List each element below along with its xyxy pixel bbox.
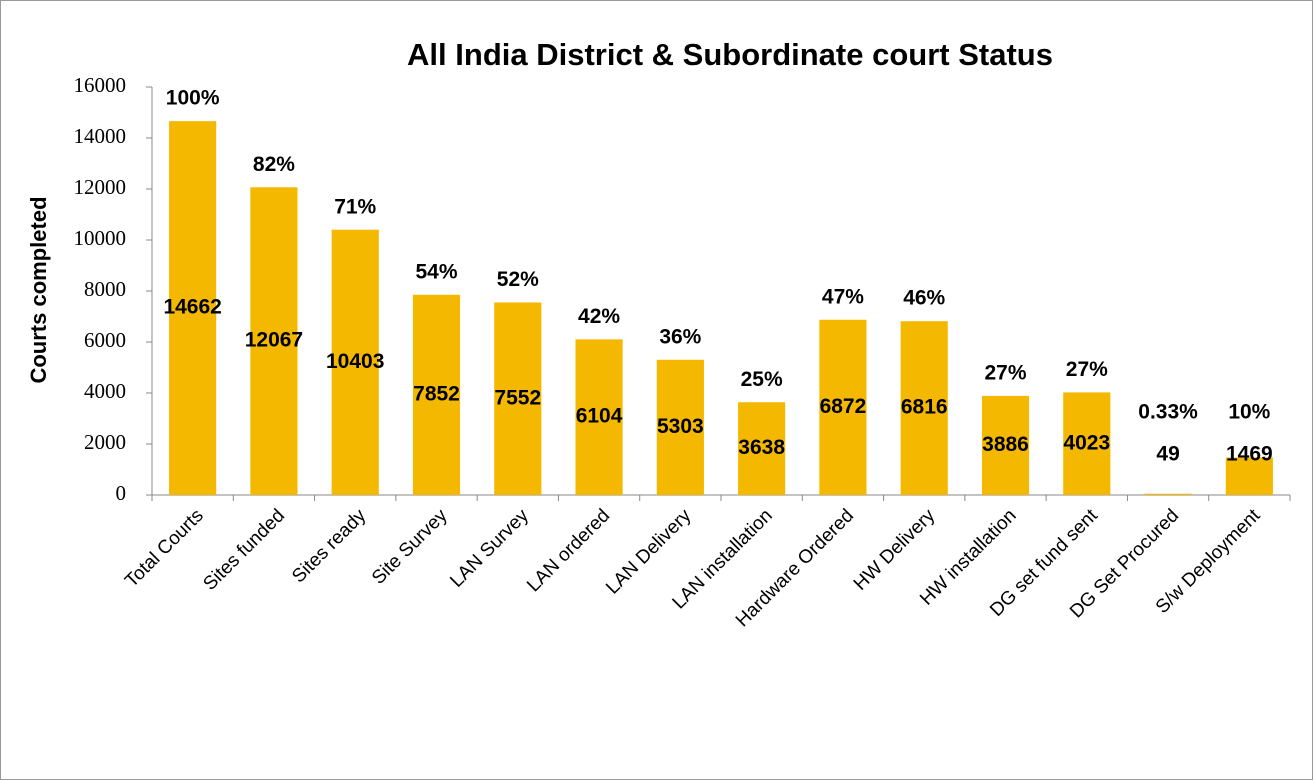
- bar: [738, 402, 786, 495]
- y-tick-label: 6000: [84, 328, 126, 352]
- percent-label: 100%: [166, 87, 220, 110]
- percent-label: 52%: [497, 268, 539, 291]
- y-tick-label: 16000: [74, 73, 127, 97]
- value-label: 6104: [576, 405, 623, 428]
- value-label: 10403: [326, 350, 384, 373]
- value-label: 14662: [163, 296, 221, 319]
- value-label: 7552: [494, 386, 541, 409]
- bar: [1063, 392, 1111, 495]
- value-label: 1469: [1226, 443, 1273, 466]
- value-label: 4023: [1063, 431, 1110, 454]
- value-label: 5303: [657, 415, 704, 438]
- y-tick-label: 0: [116, 481, 127, 505]
- percent-label: 0.33%: [1138, 401, 1198, 424]
- y-axis-label: Courts completed: [26, 196, 51, 383]
- percent-label: 42%: [578, 305, 620, 328]
- y-tick-label: 12000: [74, 175, 127, 199]
- bar: [331, 229, 379, 495]
- value-label: 3638: [738, 436, 785, 459]
- percent-label: 54%: [415, 260, 457, 283]
- y-tick-label: 10000: [74, 226, 127, 250]
- percent-label: 46%: [903, 287, 945, 310]
- y-tick-label: 14000: [74, 124, 127, 148]
- value-label: 6872: [820, 395, 867, 418]
- y-tick-label: 4000: [84, 379, 126, 403]
- y-tick-label: 2000: [84, 430, 126, 454]
- value-label: 12067: [245, 329, 303, 352]
- bar: [1225, 457, 1273, 495]
- percent-label: 27%: [1066, 358, 1108, 381]
- value-label: 7852: [413, 382, 460, 405]
- percent-label: 47%: [822, 285, 864, 308]
- bar: [575, 339, 623, 495]
- bar: [1144, 493, 1192, 495]
- y-tick-label: 8000: [84, 277, 126, 301]
- bar: [412, 294, 461, 495]
- percent-label: 27%: [984, 361, 1026, 384]
- percent-label: 82%: [253, 153, 295, 176]
- bar: [819, 319, 867, 495]
- bar: [169, 121, 217, 495]
- value-label: 6816: [901, 396, 948, 419]
- percent-label: 36%: [659, 325, 701, 348]
- percent-label: 71%: [334, 195, 376, 218]
- bar: [900, 321, 948, 495]
- bar: [250, 187, 298, 495]
- percent-label: 25%: [741, 368, 783, 391]
- value-label: 49: [1156, 443, 1179, 466]
- bar: [981, 395, 1030, 495]
- value-label: 3886: [982, 433, 1029, 456]
- chart-title: All India District & Subordinate court S…: [407, 37, 1053, 72]
- percent-label: 10%: [1228, 401, 1270, 424]
- bar: [494, 302, 542, 495]
- bar: [656, 359, 704, 495]
